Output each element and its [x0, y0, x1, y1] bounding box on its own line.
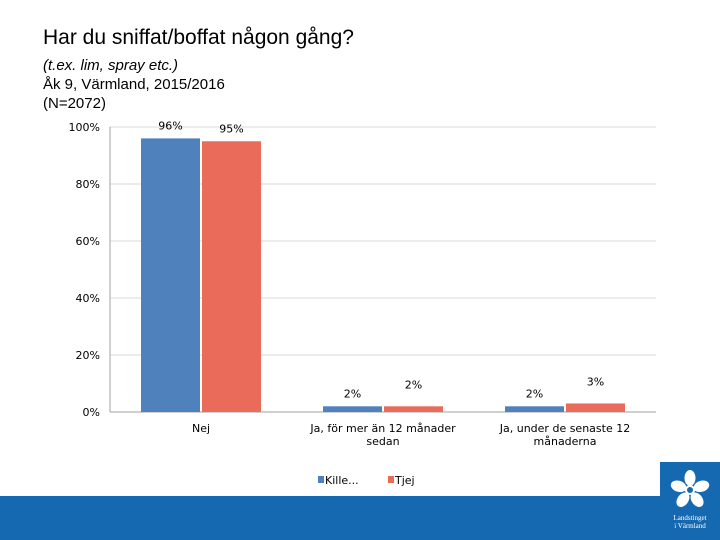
- slide-title: Har du sniffat/boffat någon gång?: [43, 26, 354, 49]
- bar-chart: 0% 20% 40% 60% 80% 100% 96% 95% Nej 2% 2% Ja, för m…: [69, 119, 656, 487]
- data-label: 2%: [526, 387, 543, 400]
- y-tick-label: 80%: [76, 178, 100, 191]
- legend-swatch: [388, 476, 394, 483]
- legend-swatch: [318, 476, 324, 483]
- slide-subtitle: (t.ex. lim, spray etc.) Åk 9, Värmland, …: [43, 56, 225, 113]
- bar: [202, 141, 261, 412]
- data-label: 2%: [405, 378, 422, 391]
- legend-label: Tjej: [394, 474, 415, 487]
- x-tick-label: månaderna: [534, 435, 597, 448]
- y-tick-label: 100%: [69, 121, 100, 134]
- y-tick-label: 0%: [83, 406, 100, 419]
- landsting-logo: Landstinget i Värmland: [660, 462, 720, 540]
- legend-label: Kille...: [325, 474, 359, 487]
- subtitle-line: (N=2072): [43, 95, 106, 112]
- data-label: 3%: [587, 375, 604, 388]
- data-label: 95%: [219, 122, 243, 135]
- bar: [505, 406, 564, 412]
- x-tick-label: Ja, under de senaste 12: [499, 422, 630, 435]
- bar: [384, 406, 443, 412]
- logo-text: Landstinget i Värmland: [673, 514, 707, 530]
- data-label: 96%: [158, 119, 182, 132]
- bar: [141, 138, 200, 412]
- subtitle-line: (t.ex. lim, spray etc.): [43, 57, 179, 74]
- flower-logo-icon: [670, 470, 710, 507]
- bar: [323, 406, 382, 412]
- x-tick-label: Nej: [192, 422, 210, 435]
- bar: [566, 403, 625, 412]
- y-tick-label: 60%: [76, 235, 100, 248]
- x-tick-label: Ja, för mer än 12 månader: [309, 422, 456, 435]
- footer-bar: [0, 496, 720, 540]
- y-tick-label: 40%: [76, 292, 100, 305]
- subtitle-line: Åk 9, Värmland, 2015/2016: [43, 76, 225, 93]
- x-tick-label: sedan: [366, 435, 399, 448]
- y-tick-label: 20%: [76, 349, 100, 362]
- data-label: 2%: [344, 387, 361, 400]
